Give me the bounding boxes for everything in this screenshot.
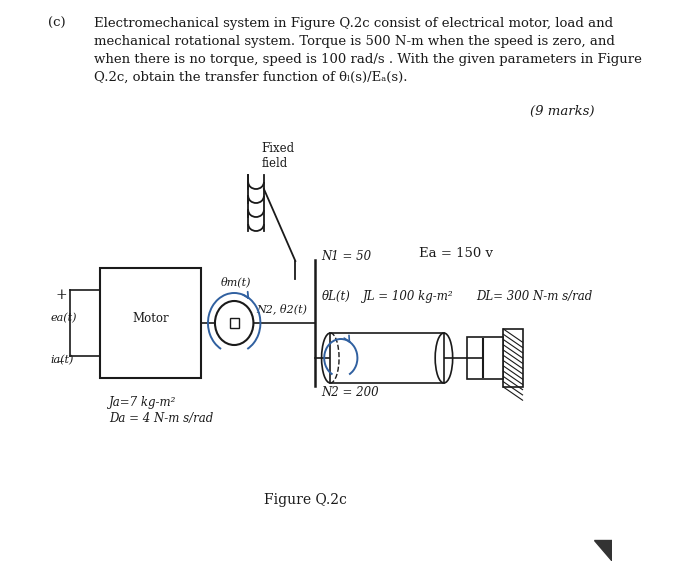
Bar [330, 333, 444, 383]
Bar [467, 337, 503, 379]
Text: N2 = 200: N2 = 200 [321, 385, 379, 398]
Text: Da = 4 N-m s/rad: Da = 4 N-m s/rad [109, 412, 214, 425]
Text: DL= 300 N-m s/rad: DL= 300 N-m s/rad [476, 289, 592, 302]
Text: ia(t): ia(t) [50, 355, 74, 365]
Bar [503, 329, 523, 387]
Bar [230, 318, 239, 328]
Text: +: + [55, 288, 67, 302]
Text: Figure Q.2c: Figure Q.2c [265, 493, 347, 507]
Text: Q.2c, obtain the transfer function of θₗ(s)/Eₐ(s).: Q.2c, obtain the transfer function of θₗ… [94, 71, 407, 84]
Text: N2, θ2(t): N2, θ2(t) [256, 304, 307, 314]
Text: when there is no torque, speed is 100 rad/s . With the given parameters in Figur: when there is no torque, speed is 100 ra… [94, 53, 641, 66]
Text: θL(t): θL(t) [321, 289, 351, 302]
Text: Motor: Motor [132, 311, 169, 324]
Text: θm(t): θm(t) [221, 276, 251, 287]
Text: –: – [57, 354, 64, 368]
Text: (c): (c) [48, 17, 66, 30]
Text: Fixed
field: Fixed field [261, 142, 295, 170]
Bar [101, 268, 201, 378]
Text: mechanical rotational system. Torque is 500 N-m when the speed is zero, and: mechanical rotational system. Torque is … [94, 35, 615, 48]
Circle shape [215, 301, 253, 345]
Text: Ja=7 kg-m²: Ja=7 kg-m² [109, 396, 176, 409]
Polygon shape [594, 540, 612, 561]
Text: ea(t): ea(t) [50, 313, 77, 323]
Text: (9 marks): (9 marks) [530, 105, 594, 118]
Text: Ea = 150 v: Ea = 150 v [419, 246, 494, 260]
Text: Electromechanical system in Figure Q.2c consist of electrical motor, load and: Electromechanical system in Figure Q.2c … [94, 17, 612, 30]
Text: JL = 100 kg-m²: JL = 100 kg-m² [363, 289, 454, 302]
Text: N1 = 50: N1 = 50 [321, 250, 372, 263]
